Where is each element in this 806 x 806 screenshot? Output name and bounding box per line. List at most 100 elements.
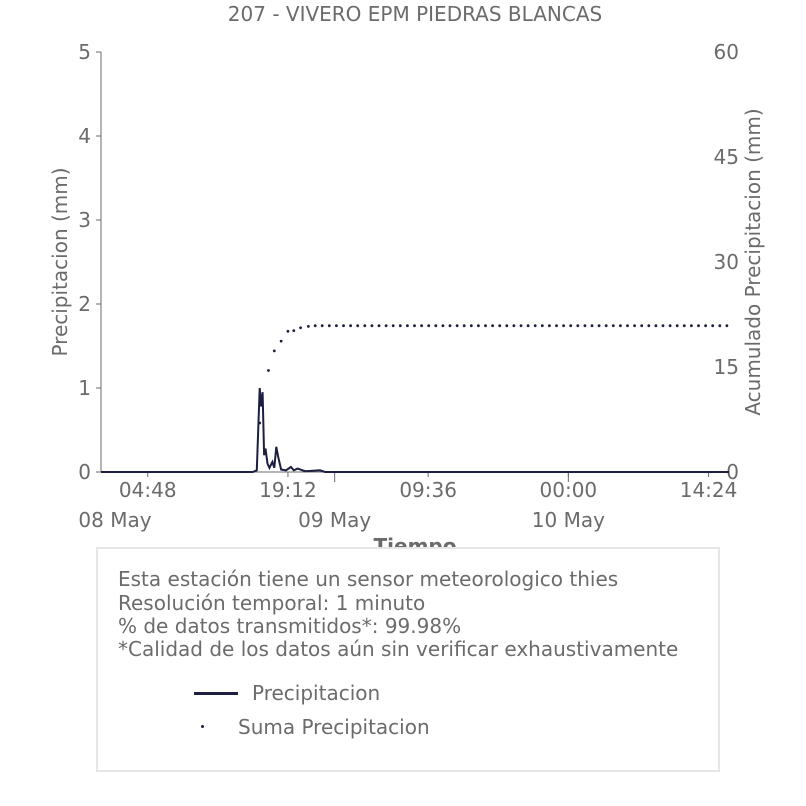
chart-title: 207 - VIVERO EPM PIEDRAS BLANCAS: [228, 2, 602, 26]
suma-precipitacion-point: [363, 324, 367, 328]
y-axis-label: Precipitacion (mm): [48, 167, 72, 356]
y-tick-label: 3: [78, 208, 91, 232]
suma-precipitacion-point: [562, 324, 566, 328]
info-panel: Esta estación tiene un sensor meteorolog…: [96, 547, 720, 772]
suma-precipitacion-point: [540, 324, 544, 328]
suma-precipitacion-point: [505, 324, 509, 328]
suma-precipitacion-point: [647, 324, 651, 328]
suma-precipitacion-point: [654, 324, 658, 328]
suma-precipitacion-point: [661, 324, 665, 328]
suma-precipitacion-point: [398, 324, 402, 328]
suma-precipitacion-point: [690, 324, 693, 328]
suma-precipitacion-point: [725, 324, 729, 328]
y-tick-label: 2: [78, 292, 91, 316]
y-tick-label: 5: [78, 40, 91, 64]
suma-precipitacion-point: [441, 324, 445, 328]
suma-precipitacion-point: [484, 324, 487, 328]
suma-precipitacion-point: [576, 324, 580, 328]
suma-precipitacion-point: [427, 324, 431, 328]
suma-precipitacion-point: [299, 326, 302, 330]
legend-label-precipitacion: Precipitacion: [252, 681, 381, 705]
info-quality-text: *Calidad de los datos aún sin verificar …: [118, 637, 679, 661]
suma-precipitacion-point: [633, 324, 637, 328]
y-tick-label: 1: [78, 376, 91, 400]
suma-precipitacion-point: [292, 329, 296, 332]
suma-precipitacion-point: [384, 324, 388, 328]
suma-precipitacion-point: [477, 324, 480, 328]
x-tick-label: 09:36: [399, 478, 457, 502]
suma-precipitacion-point: [342, 324, 345, 328]
suma-precipitacion-point: [320, 324, 324, 328]
suma-precipitacion-point: [675, 324, 679, 328]
suma-precipitacion-point: [512, 324, 516, 328]
suma-precipitacion-point: [327, 324, 331, 328]
suma-precipitacion-point: [356, 324, 360, 328]
suma-precipitacion-point: [469, 324, 473, 328]
suma-precipitacion-point: [626, 324, 629, 328]
suma-precipitacion-point: [519, 324, 523, 328]
suma-precipitacion-point: [448, 324, 452, 328]
suma-precipitacion-point: [377, 324, 381, 328]
suma-precipitacion-point: [718, 324, 722, 328]
suma-precipitacion-point: [640, 324, 644, 328]
suma-precipitacion-point: [455, 324, 459, 328]
suma-precipitacion-point: [462, 324, 466, 328]
precipitacion-series-line: [101, 387, 729, 473]
legend-dot-swatch: [201, 725, 204, 728]
y2-tick-label: 60: [714, 40, 739, 64]
suma-precipitacion-point: [267, 369, 270, 372]
suma-precipitacion-point: [619, 324, 622, 328]
chart: 207 - VIVERO EPM PIEDRAS BLANCAS 0123450…: [48, 2, 765, 558]
legend-line-swatch: [194, 692, 238, 695]
x-tick-label: 14:24: [680, 478, 738, 502]
y2-tick-label: 45: [714, 145, 739, 169]
suma-precipitacion-point: [597, 324, 601, 328]
suma-precipitacion-point: [611, 324, 615, 328]
legend-label-suma-precipitacion: Suma Precipitacion: [238, 715, 430, 739]
y2-tick-label: 0: [726, 460, 739, 484]
y2-tick-label: 30: [714, 250, 739, 274]
suma-precipitacion-point: [569, 324, 573, 328]
y-tick-label: 4: [78, 124, 91, 148]
x-tick-label: 04:48: [119, 478, 177, 502]
x-date-label: 10 May: [532, 508, 605, 532]
suma-precipitacion-point: [413, 324, 416, 328]
suma-precipitacion-point: [434, 324, 438, 328]
suma-precipitacion-point: [286, 329, 290, 333]
suma-precipitacion-point: [704, 324, 708, 328]
x-date-label: 09 May: [298, 508, 371, 532]
suma-precipitacion-point: [555, 324, 558, 328]
info-resolution-text: Resolución temporal: 1 minuto: [118, 591, 426, 615]
x-date-label: 08 May: [78, 508, 151, 532]
chart-marks: [101, 324, 729, 473]
suma-precipitacion-point: [258, 421, 262, 425]
suma-precipitacion-point: [498, 324, 502, 328]
suma-precipitacion-point: [272, 349, 276, 353]
suma-precipitacion-point: [583, 324, 587, 328]
suma-precipitacion-point: [533, 324, 537, 328]
info-transmitted-text: % de datos transmitidos*: 99.98%: [118, 614, 462, 638]
suma-precipitacion-point: [668, 324, 672, 328]
suma-precipitacion-point: [420, 324, 424, 328]
info-sensor-text: Esta estación tiene un sensor meteorolog…: [118, 567, 619, 591]
suma-precipitacion-point: [279, 339, 283, 343]
suma-precipitacion-point: [313, 324, 317, 328]
suma-precipitacion-point: [697, 324, 700, 328]
suma-precipitacion-point: [406, 324, 409, 328]
suma-precipitacion-point: [711, 324, 715, 328]
y-tick-label: 0: [78, 460, 91, 484]
suma-precipitacion-point: [526, 324, 530, 328]
suma-precipitacion-point: [335, 324, 338, 328]
suma-precipitacion-point: [349, 324, 353, 328]
suma-precipitacion-point: [491, 324, 495, 328]
suma-precipitacion-point: [306, 325, 310, 328]
suma-precipitacion-point: [604, 324, 608, 328]
suma-precipitacion-point: [590, 324, 594, 328]
y2-axis-label: Acumulado Precipitacion (mm): [741, 108, 765, 415]
y2-tick-label: 15: [714, 355, 739, 379]
suma-precipitacion-point: [370, 324, 374, 328]
suma-precipitacion-point: [682, 324, 686, 328]
x-tick-label: 19:12: [259, 478, 317, 502]
suma-precipitacion-point: [391, 324, 395, 328]
